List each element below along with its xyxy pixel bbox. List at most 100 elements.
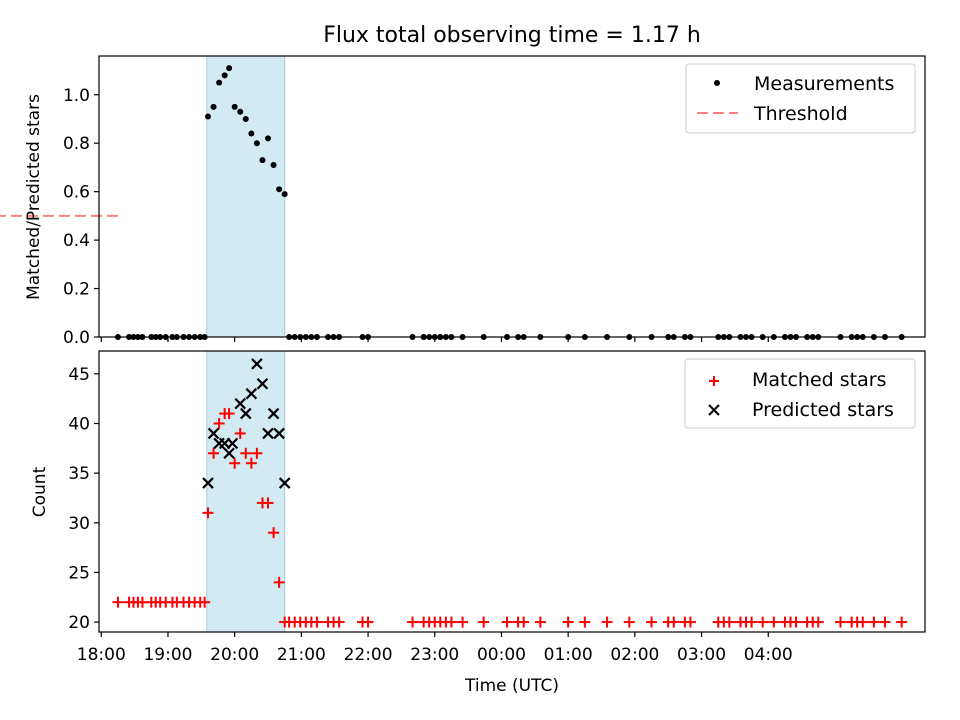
- matched-star-point: [240, 447, 252, 459]
- legend-predicted-marker: [708, 404, 720, 416]
- x-tick-label: 00:00: [477, 645, 526, 665]
- matched-star-point: [646, 616, 658, 628]
- measurement-point: [242, 115, 249, 122]
- y-tick-label: 0.2: [63, 280, 90, 300]
- predicted-star-point: [273, 427, 285, 440]
- x-tick-label: 23:00: [410, 645, 459, 665]
- matched-star-point: [208, 447, 220, 459]
- measurement-point: [221, 72, 228, 79]
- matched-star-point: [757, 616, 769, 628]
- predicted-star-point: [207, 427, 220, 440]
- y-tick-label: 0.4: [63, 231, 90, 251]
- bottom-legend-box: [684, 358, 916, 429]
- matched-star-point: [723, 616, 735, 628]
- predicted-star-point: [223, 447, 235, 460]
- legend-predicted-label: Predicted stars: [752, 399, 894, 421]
- y-tick-label: 0.6: [63, 183, 90, 203]
- predicted-star-point: [202, 477, 214, 489]
- measurement-point: [281, 191, 288, 198]
- legend-threshold-label: Threshold: [753, 103, 848, 125]
- top-y-ticks: 0.0 0.2 0.4 0.6 0.8 1.0: [63, 86, 99, 348]
- measurement-point: [237, 108, 244, 115]
- x-tick-label: 01:00: [544, 645, 593, 665]
- top-axes-frame: [98, 55, 926, 338]
- legend-measurement-marker: [714, 80, 720, 86]
- matched-star-point: [273, 576, 285, 588]
- top-panel: 0.0 0.2 0.4 0.6 0.8 1.0 Matched/Predicted sta…: [0, 55, 926, 348]
- top-shaded-interval: [206, 55, 286, 338]
- y-tick-label: 0.0: [63, 328, 90, 348]
- matched-star-point: [868, 616, 880, 628]
- predicted-star-point: [245, 387, 258, 400]
- measurement-point: [265, 135, 272, 142]
- y-tick-label: 40: [68, 414, 90, 434]
- bottom-x-ticks: 18:00 19:00 20:00 21:00 22:00 23:00 00:00 01:00…: [77, 632, 793, 665]
- matched-star-point: [234, 427, 246, 439]
- matched-star-point: [684, 616, 696, 628]
- y-tick-label: 25: [68, 563, 90, 583]
- predicted-star-point: [251, 358, 263, 370]
- measurement-point: [210, 103, 217, 110]
- matched-star-point: [333, 616, 345, 628]
- matched-star-point: [407, 616, 419, 628]
- legend-matched-label: Matched stars: [752, 369, 886, 391]
- y-tick-label: 45: [68, 365, 90, 385]
- matched-star-point: [534, 616, 546, 628]
- figure-title: Flux total observing time = 1.17 h: [323, 23, 701, 48]
- matched-star-point: [213, 417, 225, 429]
- matched-star-point: [445, 616, 457, 628]
- bottom-shaded-interval: [206, 350, 286, 633]
- bottom-panel: 20 25 30 35 40 45 18:00 19:00 20:00 21:00 22:00 23…: [30, 350, 926, 696]
- measurement-point: [276, 186, 283, 193]
- matched-star-point: [668, 616, 680, 628]
- matched-star-point: [251, 447, 263, 459]
- matched-star-point: [262, 497, 274, 509]
- x-tick-label: 20:00: [210, 645, 259, 665]
- y-tick-label: 35: [68, 464, 90, 484]
- matched-star-point: [362, 616, 374, 628]
- predicted-star-point: [267, 407, 280, 420]
- y-tick-label: 0.8: [63, 134, 90, 154]
- matched-star-point: [112, 596, 124, 608]
- matched-star-point: [245, 457, 257, 469]
- measurement-point: [231, 103, 238, 110]
- matched-star-point: [199, 596, 211, 608]
- matched-star-point: [268, 527, 280, 539]
- measurement-point: [226, 65, 233, 72]
- measurement-point: [204, 113, 211, 120]
- matched-star-point: [812, 616, 824, 628]
- matched-star-point: [229, 457, 241, 469]
- matched-star-point: [879, 616, 891, 628]
- bottom-axes-frame: [98, 350, 926, 633]
- predicted-star-point: [234, 397, 247, 410]
- matched-star-point: [562, 616, 574, 628]
- x-tick-label: 02:00: [610, 645, 659, 665]
- top-legend-box: [685, 63, 916, 134]
- predicted-star-points: [202, 358, 291, 489]
- predicted-star-point: [240, 407, 252, 420]
- y-tick-label: 20: [68, 613, 90, 633]
- matched-star-point: [518, 616, 530, 628]
- matched-star-point: [223, 408, 235, 420]
- top-legend: Measurements Threshold: [685, 63, 916, 134]
- x-tick-label: 21:00: [277, 645, 326, 665]
- predicted-star-point: [226, 437, 239, 450]
- matched-star-point: [896, 616, 908, 628]
- x-tick-label: 04:00: [744, 645, 793, 665]
- matched-star-point: [311, 616, 323, 628]
- x-axis-label: Time (UTC): [464, 676, 559, 696]
- y-tick-label: 30: [68, 514, 90, 534]
- predicted-star-point: [262, 427, 274, 440]
- bottom-y-axis-label: Count: [30, 466, 50, 517]
- x-tick-label: 19:00: [143, 645, 192, 665]
- matched-star-point: [790, 616, 802, 628]
- measurement-point: [253, 140, 260, 147]
- matched-star-point: [857, 616, 869, 628]
- matched-star-point: [457, 616, 469, 628]
- matched-star-points: [112, 408, 908, 628]
- measurement-point: [270, 162, 277, 169]
- x-tick-label: 18:00: [77, 645, 126, 665]
- top-y-axis-label: Matched/Predicted stars: [24, 94, 44, 300]
- predicted-star-point: [278, 477, 291, 489]
